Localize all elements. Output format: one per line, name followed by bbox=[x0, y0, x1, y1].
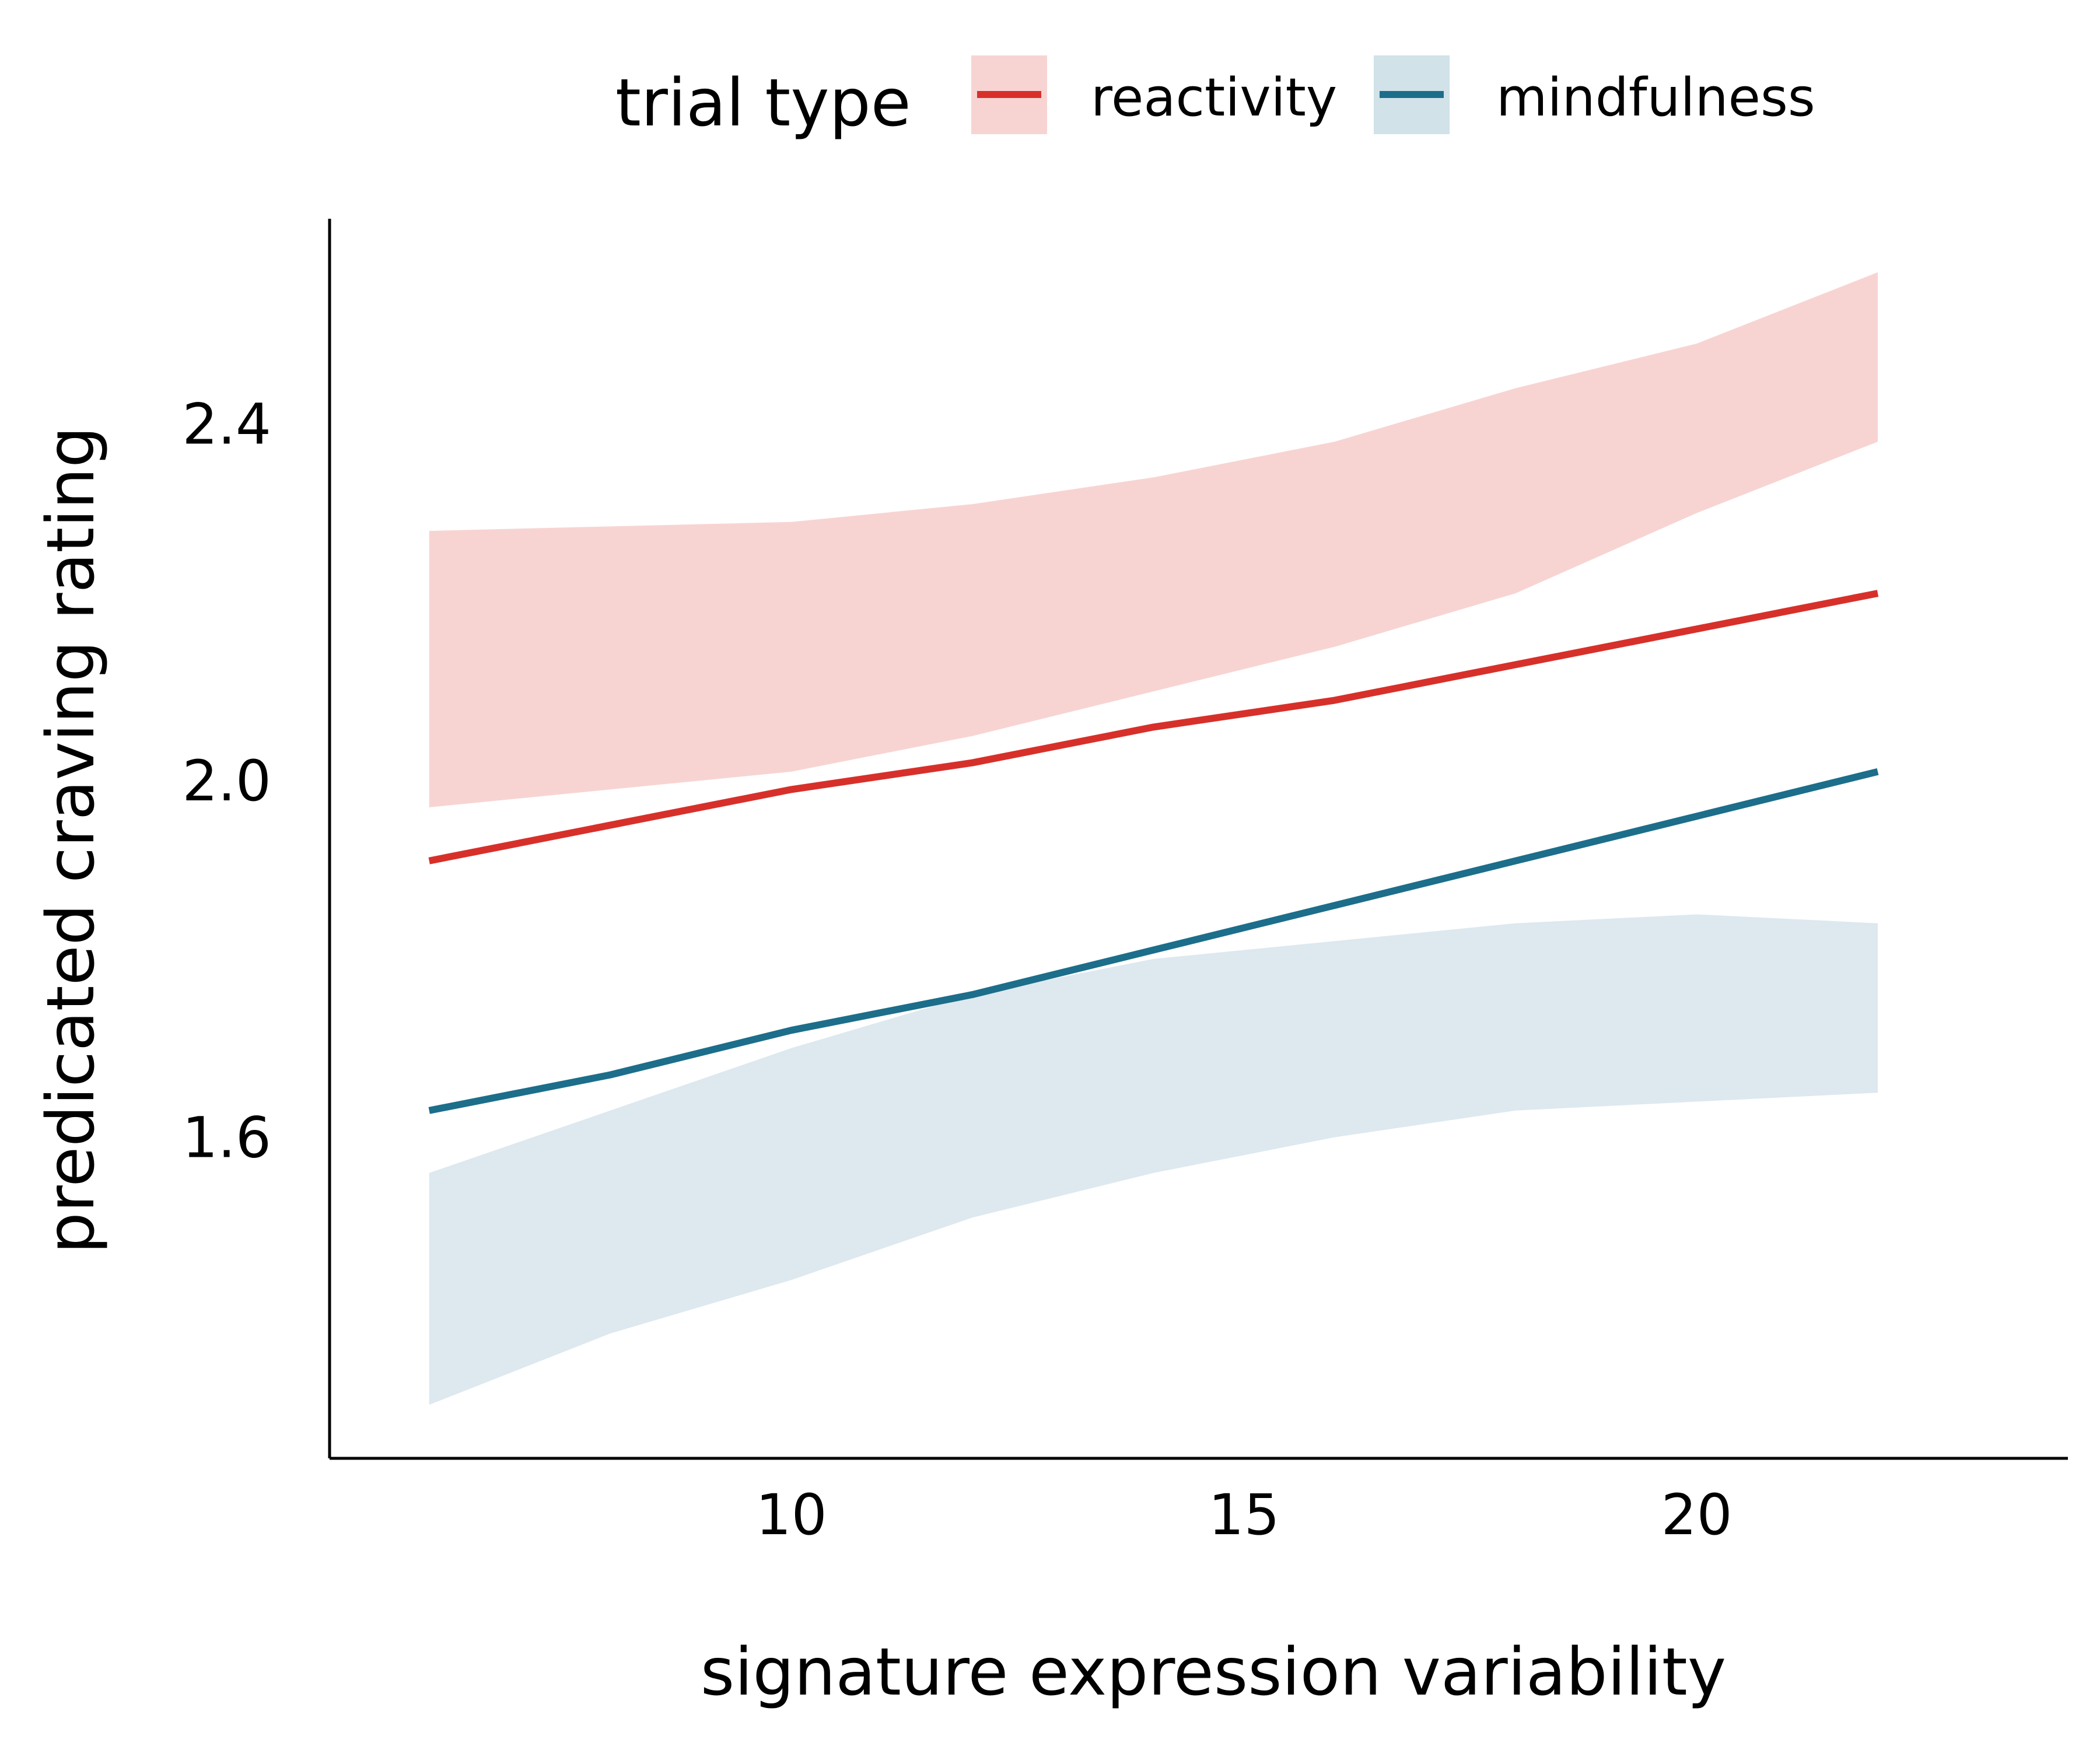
band-mindfulness bbox=[429, 914, 1878, 1405]
series-line-reactivity bbox=[428, 590, 1879, 864]
x-axis-title: signature expression variability bbox=[701, 1634, 1726, 1710]
legend: trial type reactivity mindfulness bbox=[615, 55, 1815, 141]
legend-label-mindfulness: mindfulness bbox=[1496, 67, 1815, 128]
y-axis-title: predicated craving rating bbox=[33, 426, 109, 1254]
legend-label-reactivity: reactivity bbox=[1091, 67, 1337, 128]
axes bbox=[328, 219, 2068, 1460]
x-tick-label: 15 bbox=[1209, 1482, 1280, 1548]
tick-labels: 10 15 20 1.6 2.0 2.4 bbox=[182, 392, 1732, 1548]
legend-title: trial type bbox=[615, 65, 911, 141]
x-tick-label: 10 bbox=[755, 1482, 827, 1548]
y-tick-label: 1.6 bbox=[182, 1105, 271, 1171]
series-lines bbox=[428, 590, 1879, 1114]
y-tick-label: 2.4 bbox=[182, 392, 271, 457]
x-tick-label: 20 bbox=[1661, 1482, 1732, 1548]
y-tick-label: 2.0 bbox=[182, 748, 271, 814]
confidence-bands bbox=[429, 272, 1878, 1405]
series-line-mindfulness bbox=[428, 768, 1879, 1114]
band-reactivity bbox=[429, 272, 1878, 807]
